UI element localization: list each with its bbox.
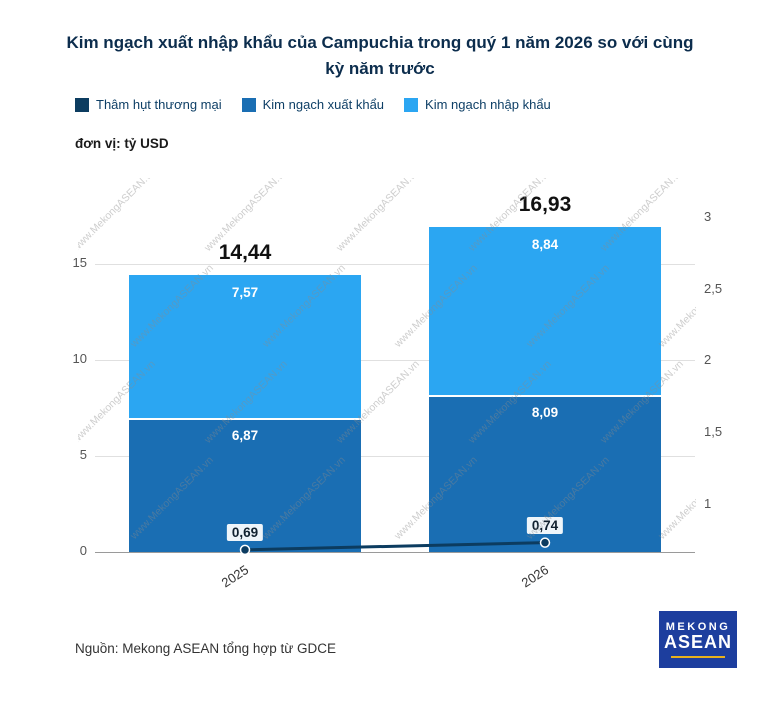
left-axis-tick-label: 15 bbox=[72, 254, 87, 270]
bar-total-label: 14,44 bbox=[218, 240, 272, 264]
bar-value-export: 6,87 bbox=[231, 428, 259, 443]
gridline bbox=[95, 552, 695, 553]
legend-swatch-icon bbox=[75, 97, 89, 112]
x-axis-tick-label: 2025 bbox=[218, 562, 252, 591]
right-axis-tick-label: 2 bbox=[704, 352, 712, 368]
bar-value-export: 8,09 bbox=[531, 404, 559, 420]
left-axis-tick-label: 0 bbox=[79, 543, 87, 558]
watermark-text: www.MekongASEAN.vn bbox=[656, 262, 696, 350]
legend-item: Kim ngạch xuất khẩu bbox=[241, 97, 385, 112]
legend: Thâm hụt thương mại Kim ngạch xuất khẩu Ki… bbox=[75, 97, 760, 112]
gridline bbox=[95, 455, 695, 457]
bar-total-label: 16,93 bbox=[518, 192, 572, 216]
gridline bbox=[95, 359, 695, 361]
watermark-text: www.MekongASEAN.vn bbox=[656, 454, 696, 542]
watermark-text: www.MekongASEAN.vn bbox=[334, 178, 422, 254]
bar-value-import: 8,84 bbox=[531, 236, 559, 252]
line-value-label: 0,74 bbox=[526, 516, 564, 534]
logo-text-asean: ASEAN bbox=[663, 632, 732, 653]
right-axis-tick-label: 2,5 bbox=[704, 280, 723, 296]
left-axis-tick-label: 5 bbox=[79, 446, 87, 462]
logo-text-mekong: MEKONG bbox=[665, 621, 731, 634]
unit-label: đơn vị: tỷ USD bbox=[75, 136, 169, 151]
bar-segment-import bbox=[429, 226, 661, 395]
legend-swatch-icon bbox=[241, 97, 256, 112]
legend-label: Kim ngạch xuất khẩu bbox=[262, 97, 385, 112]
left-axis-tick-label: 10 bbox=[72, 350, 87, 366]
legend-item: Kim ngạch nhập khẩu bbox=[404, 97, 551, 112]
bar-segment-import bbox=[129, 274, 361, 418]
legend-swatch-icon bbox=[404, 97, 419, 112]
source-note: Nguồn: Mekong ASEAN tổng hợp từ GDCE bbox=[75, 641, 337, 656]
bar-value-import: 7,57 bbox=[231, 284, 259, 300]
right-axis-tick-label: 1,5 bbox=[704, 424, 723, 440]
legend-item: Thâm hụt thương mại bbox=[75, 97, 222, 112]
x-axis-tick-label: 2026 bbox=[518, 562, 552, 591]
legend-label: Kim ngạch nhập khẩu bbox=[425, 97, 551, 112]
right-axis-tick-label: 3 bbox=[704, 208, 712, 224]
chart-title: Kim ngạch xuất nhập khẩu của Campuchia t… bbox=[66, 33, 694, 78]
line-value-label: 0,69 bbox=[226, 523, 264, 541]
gridline bbox=[95, 263, 695, 265]
logo: MEKONG ASEAN bbox=[659, 611, 737, 668]
legend-label: Thâm hụt thương mại bbox=[96, 97, 222, 112]
watermark-text: www.MekongASEAN.vn bbox=[78, 178, 158, 254]
right-axis-tick-label: 1 bbox=[704, 496, 712, 512]
logo-accent-line bbox=[671, 655, 725, 658]
